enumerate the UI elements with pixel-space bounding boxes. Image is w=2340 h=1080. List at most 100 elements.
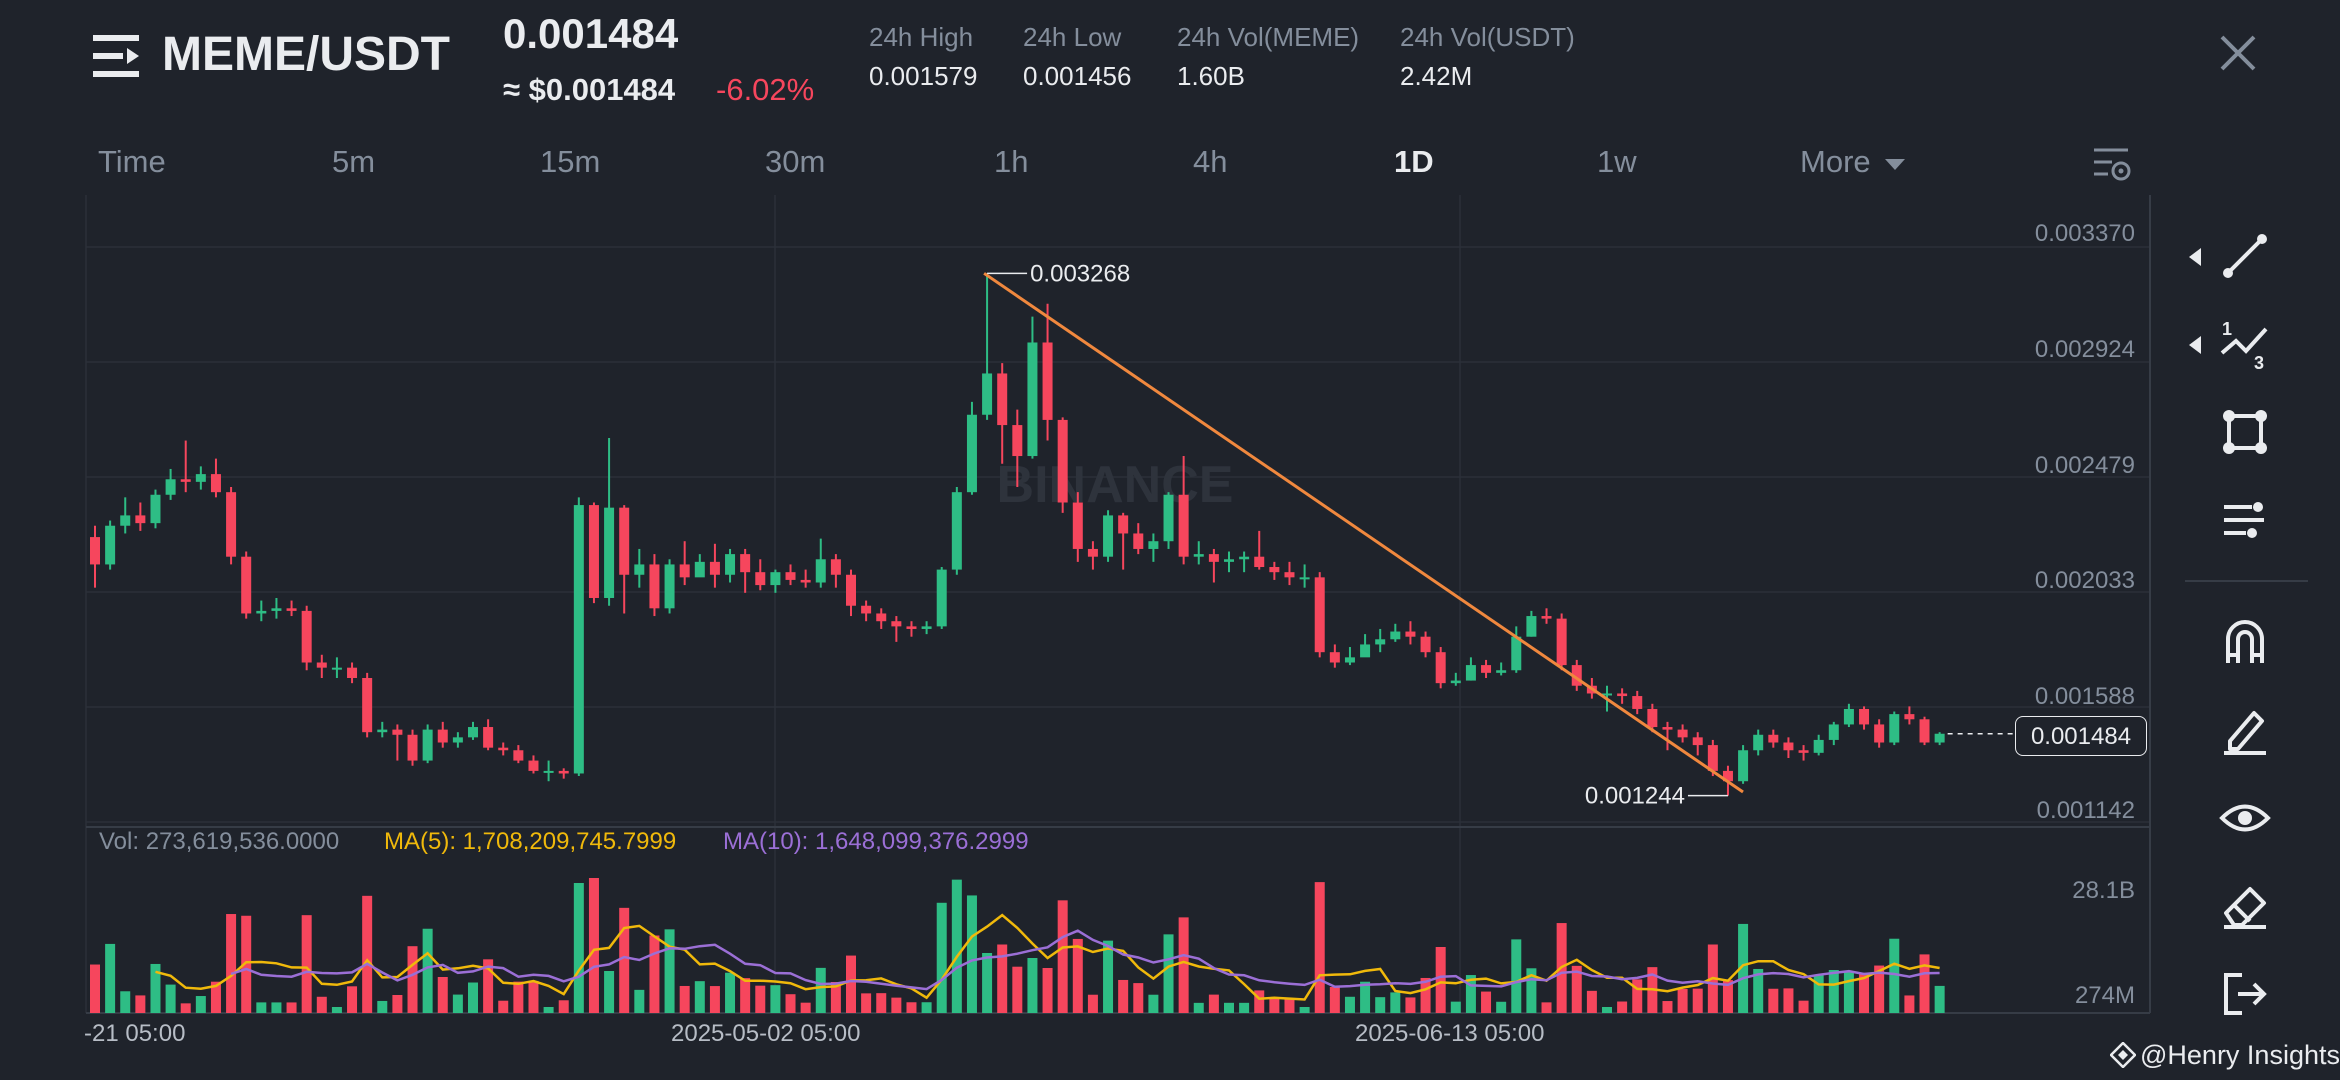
candle-body [1541,616,1552,619]
toolbar-expand-arrow-1[interactable] [2188,247,2202,267]
more-label: More [1800,144,1871,179]
candle-body [1511,636,1522,671]
eye-icon[interactable] [2215,788,2275,848]
volume-bar [498,1000,509,1013]
candle-body [1087,548,1098,557]
candle-body [90,537,100,565]
volume-bar [1208,994,1219,1013]
tab-1w[interactable]: 1w [1597,144,1637,179]
candle-body [347,667,358,678]
tab-1d[interactable]: 1D [1394,144,1434,179]
menu-icon[interactable] [93,33,143,79]
shape-tool-icon[interactable] [2215,402,2275,462]
candle-body [604,507,615,598]
volume-bar [286,1002,297,1013]
price-chart[interactable]: BINANCE 0.003268 0.001244 [0,195,2160,1025]
volume-bar [1012,966,1023,1013]
volume-bar [226,914,237,1013]
candle-body [210,474,221,493]
volume-bar [256,1002,267,1013]
volume-bar [1904,995,1915,1013]
volume-bar [452,994,463,1013]
pair-title[interactable]: MEME/USDT [162,28,450,81]
candle-body [1496,670,1507,673]
candle-body [1299,577,1310,580]
candle-body [195,474,206,482]
credit-logo-icon [2109,1041,2137,1069]
volume-axis-label-top: 28.1B [2072,877,2135,904]
ma5-line [155,913,1940,1001]
volume-bar [604,971,615,1013]
caret-down-icon [1885,158,1906,170]
candle-body [1390,631,1401,640]
volume-bar [195,996,206,1013]
candle-body [1465,665,1476,681]
volume-bar [513,981,524,1013]
stat-low-value: 0.001456 [1023,61,1132,91]
indicator-tool-icon[interactable] [2215,490,2275,550]
volume-bar [1602,1007,1612,1013]
chart-settings-icon[interactable] [2090,142,2134,186]
candle-body [770,572,781,586]
tab-1h[interactable]: 1h [994,144,1029,179]
pen-icon[interactable] [2215,700,2275,760]
candle-body [1934,733,1945,743]
volume-bar [392,995,403,1013]
candle-body [1556,618,1567,666]
volume-bar [1344,996,1355,1013]
tab-30m[interactable]: 30m [765,144,826,179]
exit-icon[interactable] [2215,964,2275,1024]
eraser-icon[interactable] [2215,876,2275,936]
candle-body [1647,708,1658,728]
candle-body [1103,515,1114,557]
trend-line-tool-icon[interactable] [2215,226,2275,286]
candle-body [316,662,327,668]
high-marker-label: 0.003268 [1030,260,1130,287]
candle-body [951,492,962,570]
candle-body [1571,665,1582,686]
tab-more[interactable]: More [1800,144,1906,180]
candle-body [1239,556,1250,560]
current-price-tag: 0.001484 [2015,716,2147,756]
tab-5m[interactable]: 5m [332,144,376,179]
volume-bar [815,967,826,1013]
tab-15m[interactable]: 15m [540,144,601,179]
candle-body [452,737,463,743]
candle-body [241,556,252,614]
price-change: -6.02% [716,72,815,107]
close-icon[interactable] [2218,33,2258,73]
volume-bar [1360,981,1371,1013]
candle-body [1526,616,1537,637]
candle-body [921,626,932,629]
volume-bar [1859,972,1870,1013]
magnet-icon[interactable] [2215,612,2275,672]
candle-body [573,505,584,774]
price-axis-label-4: 0.002033 [2034,567,2135,594]
ma10-line [230,929,1940,991]
volume-bar [588,878,599,1013]
candle-body [1677,729,1688,738]
volume-bar [1465,975,1476,1013]
candle-body [1284,572,1295,578]
candle-body [1193,554,1204,557]
watermark-text: BINANCE [997,456,1234,514]
candle-body [649,564,660,609]
candle-body [891,621,902,627]
candle-body [1224,559,1234,562]
volume-bar [1435,947,1446,1013]
candle-body [558,770,569,774]
candle-body [1632,696,1643,709]
tab-4h[interactable]: 4h [1193,144,1228,179]
toolbar-expand-arrow-2[interactable] [2188,335,2202,355]
volume-bar [1662,1001,1673,1013]
candle-body [1254,556,1265,568]
volume-bar [1677,989,1688,1013]
volume-bar [301,915,312,1013]
volume-bar [90,964,100,1013]
tab-time[interactable]: Time [98,144,166,179]
volume-bar [966,895,977,1013]
candle-body [936,569,947,627]
candle-body [846,574,856,606]
candle-body [180,479,191,482]
